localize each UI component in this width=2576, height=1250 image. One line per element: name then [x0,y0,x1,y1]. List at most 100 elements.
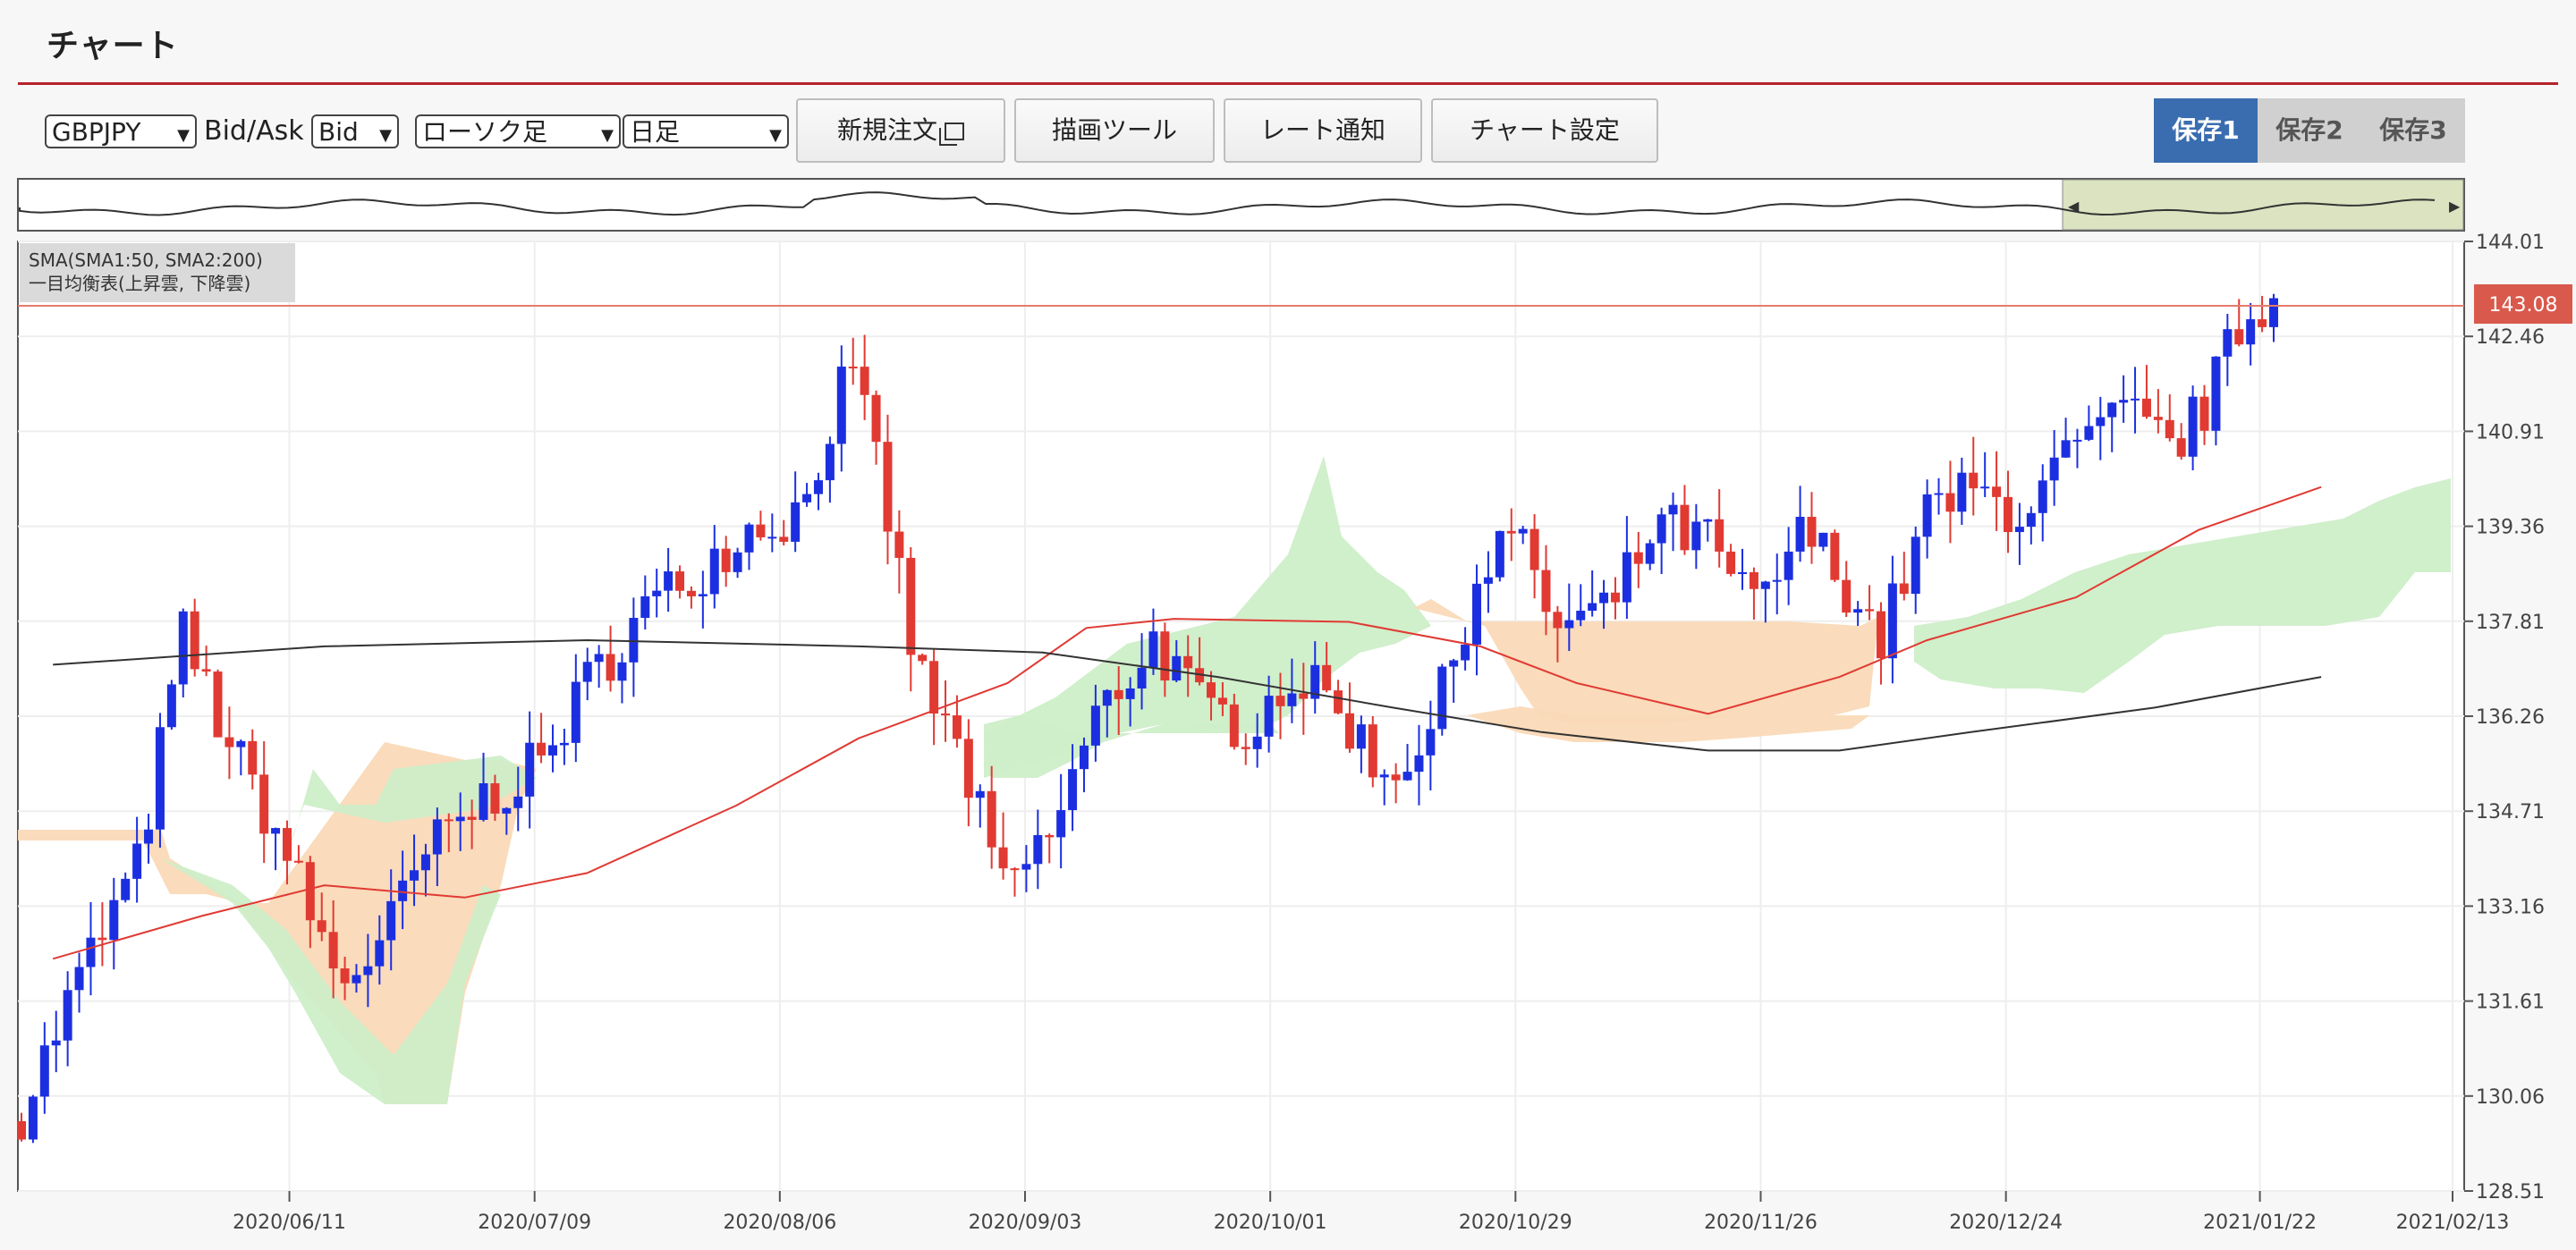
y-tick-label: 131.61 [2476,992,2545,1014]
candle-body [1588,603,1597,612]
y-tick-label: 136.26 [2476,706,2545,729]
candle-body [1241,747,1250,749]
candle-body [547,745,557,756]
symbol-select[interactable]: GBPJPY ▼ [45,114,197,148]
chart-type-value: ローソク足 [422,117,548,147]
candle-body [1830,532,1840,580]
timeframe-select[interactable]: 日足 ▼ [623,114,789,148]
candle-body [2223,329,2233,357]
x-tick-label: 2020/12/24 [1949,1212,2063,1234]
candle-body [1680,504,1690,551]
candle-body [455,816,465,822]
symbol-select-value: GBPJPY [52,117,141,147]
x-tick-label: 2020/09/03 [969,1212,1082,1234]
sma200-line [53,638,2322,752]
navigator-range-handle[interactable] [2062,179,2464,231]
candle-body [559,742,569,746]
candle-body [825,443,835,481]
candle-body [2165,419,2174,439]
candlesticks [17,293,2278,1144]
candle-body [63,990,72,1041]
candle-body [1045,834,1055,838]
navigator[interactable]: ◀ ▶ [17,178,2465,232]
candle-body [1980,486,1990,489]
indicator-legend[interactable]: SMA(SMA1:50, SMA2:200) 一目均衡表(上昇雲, 下降雲) [20,243,295,302]
candle-body [1772,579,1782,582]
chart-type-select[interactable]: ローソク足 ▼ [415,114,621,148]
candle-body [1715,519,1724,552]
candle-body [1853,609,1863,613]
candle-body [2246,319,2256,345]
candle-body [1414,755,1424,773]
candle-body [629,618,639,663]
candle-body [652,590,662,596]
navigator-right-arrow-icon[interactable]: ▶ [2449,198,2461,215]
candle-body [1368,724,1377,778]
candle-body [2199,396,2209,431]
chevron-down-icon: ▼ [177,126,190,145]
new-order-button[interactable]: 新規注文 [796,98,1005,163]
drawing-tools-button[interactable]: 描画ツール [1014,98,1215,163]
candle-body [190,611,199,670]
candle-body [906,557,916,655]
chevron-down-icon: ▼ [379,126,392,145]
page-title: チャート [47,28,179,64]
price-chart[interactable]: ◀ ▶ 144.01 142.46 140.91 139.36 137.81 136.26… [0,177,2576,1246]
rate-alert-button[interactable]: レート通知 [1224,98,1422,163]
candle-body [328,932,338,969]
candle-body [2269,298,2278,327]
candle-body [848,367,858,369]
candle-body [2004,496,2013,533]
candle-body [398,880,408,901]
candle-body [606,654,615,681]
candle-body [664,571,674,591]
candle-body [97,937,107,941]
candle-body [248,740,258,775]
candle-body [836,367,846,444]
candle-body [432,819,442,855]
candle-body [1865,609,1875,612]
candle-body [1691,521,1701,551]
candle-body [1334,690,1343,714]
save-slot-2-button[interactable]: 保存2 [2258,98,2361,163]
new-order-label: 新規注文 [836,115,937,145]
candle-body [1899,583,1909,595]
candle-body [201,669,211,672]
candle-body [1068,769,1078,811]
candle-body [1876,611,1885,659]
candle-body [178,611,188,685]
candle-body [1541,570,1551,612]
y-tick-label: 133.16 [2476,896,2545,918]
y-tick-label: 139.36 [2476,517,2545,539]
drawing-tools-label: 描画ツール [1051,115,1177,145]
candle-body [51,1040,61,1046]
save-slot-tabs: 保存1 保存2 保存3 [2154,98,2465,163]
candle-body [1079,745,1089,770]
price-type-select[interactable]: Bid ▼ [311,114,399,148]
candle-body [121,878,131,900]
chart-settings-button[interactable]: チャート設定 [1431,98,1658,163]
y-tick-label: 130.06 [2476,1086,2545,1109]
candle-body [975,790,985,798]
save-slot-1-button[interactable]: 保存1 [2154,98,2258,163]
candle-body [1114,689,1123,699]
candle-body [1183,655,1193,669]
save-slot-3-button[interactable]: 保存3 [2361,98,2465,163]
candle-body [2141,398,2151,418]
chart-toolbar: GBPJPY ▼ Bid/Ask Bid ▼ ローソク足 ▼ 日足 ▼ 新規注文… [18,98,2558,168]
candle-body [340,968,350,984]
candle-body [1102,689,1112,706]
candle-body [1887,583,1897,659]
candle-body [2107,402,2117,418]
candle-body [1437,666,1447,730]
candle-body [1657,514,1666,544]
candle-body [1622,552,1631,603]
candle-body [1645,543,1655,564]
candle-body [259,774,269,834]
candle-body [941,713,951,716]
candle-body [1738,571,1748,574]
y-tick-label: 137.81 [2476,612,2545,634]
candle-body [1426,729,1436,756]
candle-body [1252,736,1262,749]
candle-body [779,536,789,542]
